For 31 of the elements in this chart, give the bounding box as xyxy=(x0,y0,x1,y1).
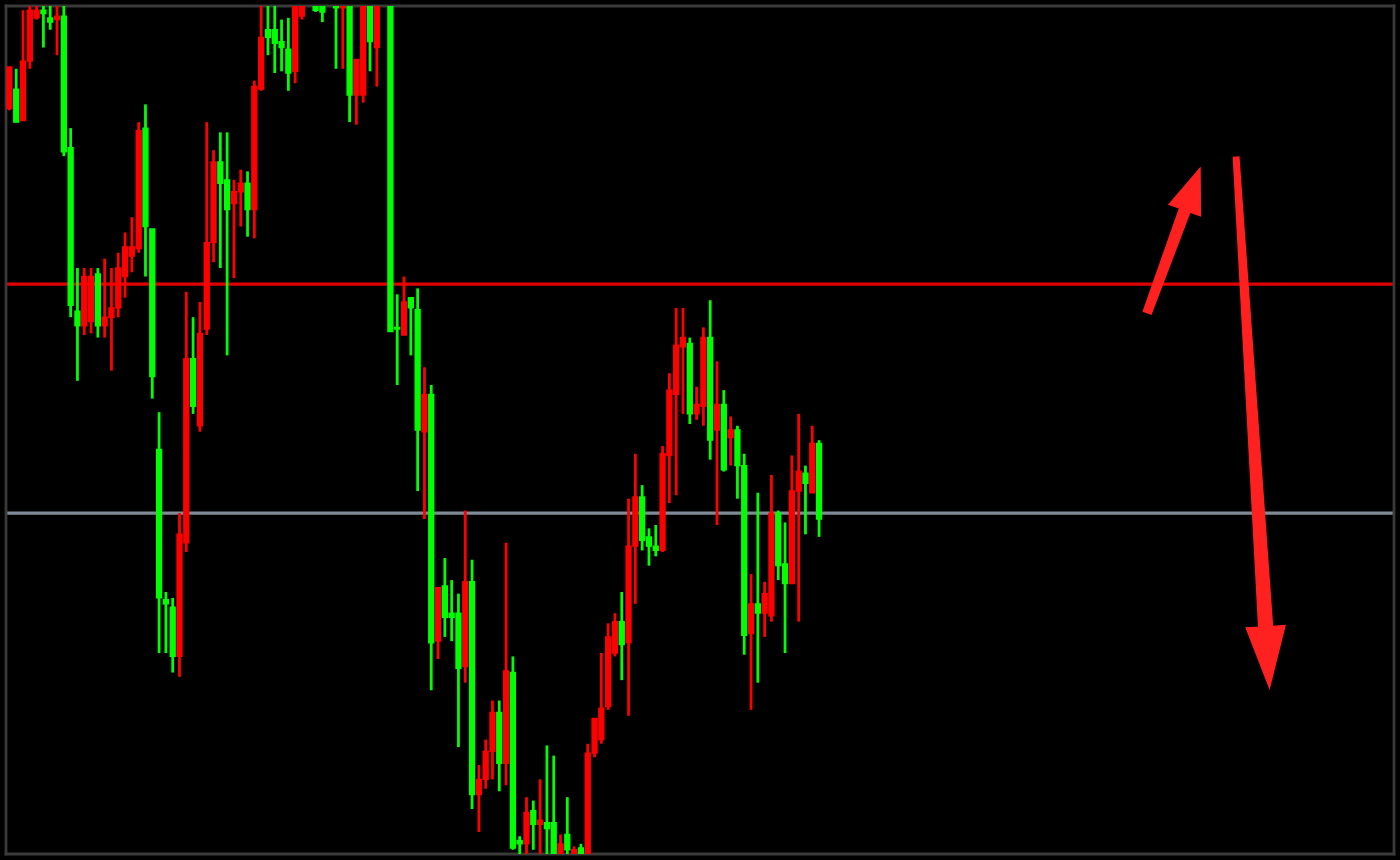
candlestick xyxy=(40,6,47,49)
candlestick xyxy=(366,6,374,73)
candlestick xyxy=(87,266,95,335)
candlestick xyxy=(543,744,551,854)
candlestick xyxy=(713,359,721,527)
candlestick xyxy=(441,556,448,639)
candlestick xyxy=(223,130,231,357)
candlestick xyxy=(802,464,809,536)
candlestick xyxy=(53,6,61,57)
candlestick xyxy=(400,275,408,337)
candlestick xyxy=(421,365,428,521)
candlestick xyxy=(244,169,251,239)
candlestick xyxy=(754,491,761,685)
candlestick xyxy=(13,67,20,124)
candlestick xyxy=(271,6,278,75)
candlestick xyxy=(536,777,544,854)
candlestick xyxy=(618,590,625,682)
candlestick xyxy=(6,65,13,112)
candlestick xyxy=(564,795,571,854)
candlestick xyxy=(530,799,537,852)
candlestick xyxy=(489,699,496,781)
candlestick xyxy=(285,16,292,93)
candlestick xyxy=(264,6,272,57)
candlestick xyxy=(230,178,238,280)
candlestick xyxy=(373,6,380,88)
candlestick xyxy=(523,795,530,854)
candlestick xyxy=(795,412,802,624)
candlestick xyxy=(652,523,659,558)
candlestick xyxy=(727,415,734,468)
candlestick xyxy=(747,572,755,712)
candlestick xyxy=(189,315,197,416)
